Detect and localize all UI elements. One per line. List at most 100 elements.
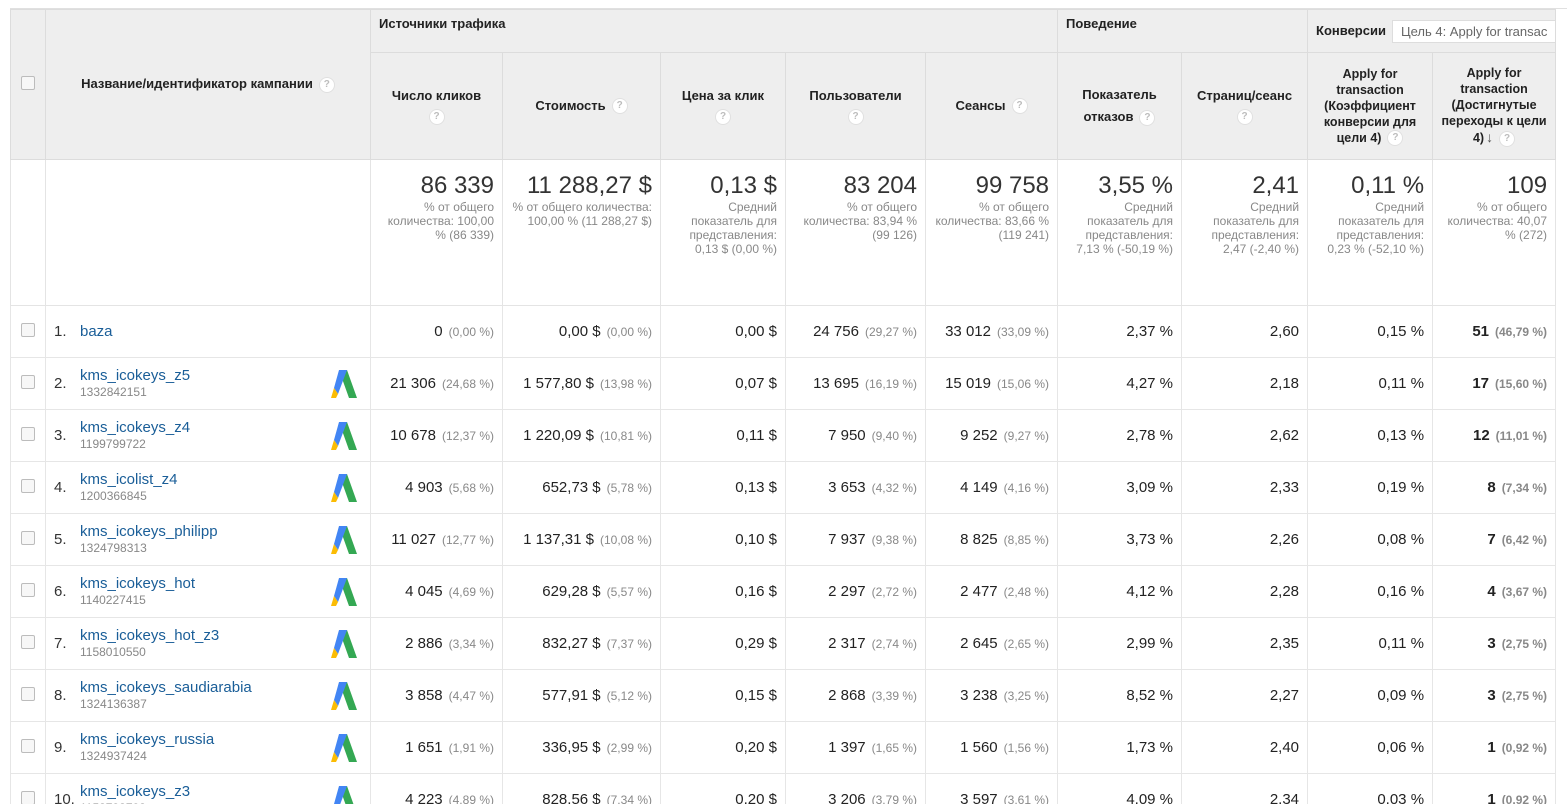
campaign-link[interactable]: kms_icokeys_z4 (80, 419, 190, 436)
campaign-link[interactable]: baza (80, 323, 113, 340)
totals-label-cell (46, 160, 371, 306)
totals-sessions-note: % от общего количества: 83,66 % (119 241… (934, 200, 1049, 242)
col-completions-header[interactable]: Apply for transaction (Достигнутые перех… (1433, 53, 1556, 160)
col-bounce-header[interactable]: Показатель отказов? (1058, 53, 1182, 160)
users-cell-value: 2 868 (828, 687, 866, 704)
totals-cost-note: % от общего количества: 100,00 % (11 288… (511, 200, 652, 228)
row-select-cell (11, 722, 46, 774)
group-conversions-header: Конверсии Цель 4: Apply for transac (1308, 10, 1556, 53)
col-cpc-header[interactable]: Цена за клик? (661, 53, 786, 160)
campaign-link[interactable]: kms_icokeys_z5 (80, 367, 190, 384)
clicks-cell-percent: (12,37 %) (442, 429, 494, 443)
help-icon[interactable]: ? (1499, 131, 1515, 147)
users-cell-value: 2 317 (828, 635, 866, 652)
col-conv-rate-header[interactable]: Apply for transaction (Коэффициент конве… (1308, 53, 1433, 160)
help-icon[interactable]: ? (1012, 98, 1028, 114)
campaign-id: 1200366845 (80, 488, 178, 504)
row-checkbox[interactable] (21, 427, 35, 441)
col-clicks-label: Число кликов (392, 88, 481, 103)
totals-sessions-value: 99 758 (934, 172, 1049, 200)
conv-rate-cell-value: 0,09 % (1377, 687, 1424, 704)
campaign-link[interactable]: kms_icokeys_hot (80, 575, 195, 592)
campaign-id: 1324798313 (80, 540, 218, 556)
campaign-link[interactable]: kms_icokeys_saudiarabia (80, 679, 252, 696)
campaign-column-label: Название/идентификатор кампании (81, 76, 313, 91)
sessions-cell-percent: (2,48 %) (1004, 585, 1049, 599)
cpc-cell: 0,29 $ (661, 618, 786, 670)
row-checkbox[interactable] (21, 687, 35, 701)
group-conversions-label: Конверсии (1316, 22, 1386, 37)
col-cost-header[interactable]: Стоимость? (503, 53, 661, 160)
row-checkbox[interactable] (21, 479, 35, 493)
col-clicks-header[interactable]: Число кликов? (371, 53, 503, 160)
completions-cell-value: 51 (1472, 323, 1489, 340)
totals-users: 83 204% от общего количества: 83,94 % (9… (786, 160, 926, 306)
row-checkbox[interactable] (21, 375, 35, 389)
select-all-checkbox[interactable] (21, 76, 35, 90)
users-cell: 3 206(3,79 %) (786, 774, 926, 804)
help-icon[interactable]: ? (612, 98, 628, 114)
help-icon[interactable]: ? (1387, 130, 1403, 146)
help-icon[interactable]: ? (1237, 109, 1253, 125)
campaign-id: 1199799722 (80, 436, 190, 452)
clicks-cell-percent: (4,89 %) (449, 793, 494, 804)
users-cell: 24 756(29,27 %) (786, 306, 926, 358)
row-select-cell (11, 358, 46, 410)
google-ads-icon (330, 680, 358, 712)
help-icon[interactable]: ? (715, 109, 731, 125)
campaign-link[interactable]: kms_icokeys_russia (80, 731, 214, 748)
row-checkbox[interactable] (21, 531, 35, 545)
sort-desc-arrow-icon[interactable]: ↓ (1486, 129, 1493, 145)
col-pages-header[interactable]: Страниц/сеанс? (1182, 53, 1308, 160)
google-ads-icon (330, 576, 358, 608)
row-checkbox[interactable] (21, 739, 35, 753)
users-cell-value: 7 937 (828, 531, 866, 548)
clicks-cell-percent: (4,69 %) (449, 585, 494, 599)
row-checkbox[interactable] (21, 583, 35, 597)
conv-rate-cell: 0,09 % (1308, 670, 1433, 722)
table-row[interactable]: 10.kms_icokeys_z311587987024 223(4,89 %)… (11, 774, 1556, 804)
campaign-column-header[interactable]: Название/идентификатор кампании? (46, 10, 371, 160)
cpc-cell: 0,07 $ (661, 358, 786, 410)
totals-conv-rate-note: Средний показатель для представления: 0,… (1316, 200, 1424, 256)
help-icon[interactable]: ? (429, 109, 445, 125)
row-checkbox[interactable] (21, 635, 35, 649)
completions-cell-percent: (3,67 %) (1502, 585, 1547, 599)
campaign-link[interactable]: kms_icolist_z4 (80, 471, 178, 488)
goal-select-dropdown[interactable]: Цель 4: Apply for transac (1392, 20, 1556, 43)
pages-cell-value: 2,34 (1270, 791, 1299, 804)
campaign-link[interactable]: kms_icokeys_z3 (80, 783, 190, 800)
row-checkbox[interactable] (21, 791, 35, 804)
col-users-header[interactable]: Пользователи? (786, 53, 926, 160)
clicks-cell-value: 3 858 (405, 687, 443, 704)
campaign-link[interactable]: kms_icokeys_hot_z3 (80, 627, 219, 644)
bounce-cell-value: 2,78 % (1126, 427, 1173, 444)
help-icon[interactable]: ? (848, 109, 864, 125)
col-sessions-header[interactable]: Сеансы? (926, 53, 1058, 160)
col-sessions-label: Сеансы (955, 98, 1005, 113)
cost-cell-percent: (2,99 %) (607, 741, 652, 755)
cost-cell-value: 629,28 $ (542, 583, 600, 600)
campaign-link[interactable]: kms_icokeys_philipp (80, 523, 218, 540)
row-checkbox[interactable] (21, 323, 35, 337)
completions-cell: 17(15,60 %) (1433, 358, 1556, 410)
users-cell-value: 24 756 (813, 323, 859, 340)
users-cell-value: 7 950 (828, 427, 866, 444)
help-icon[interactable]: ? (319, 77, 335, 93)
sessions-cell: 2 477(2,48 %) (926, 566, 1058, 618)
help-icon[interactable]: ? (1139, 110, 1155, 126)
clicks-cell-percent: (5,68 %) (449, 481, 494, 495)
users-cell: 2 317(2,74 %) (786, 618, 926, 670)
pages-cell: 2,27 (1182, 670, 1308, 722)
